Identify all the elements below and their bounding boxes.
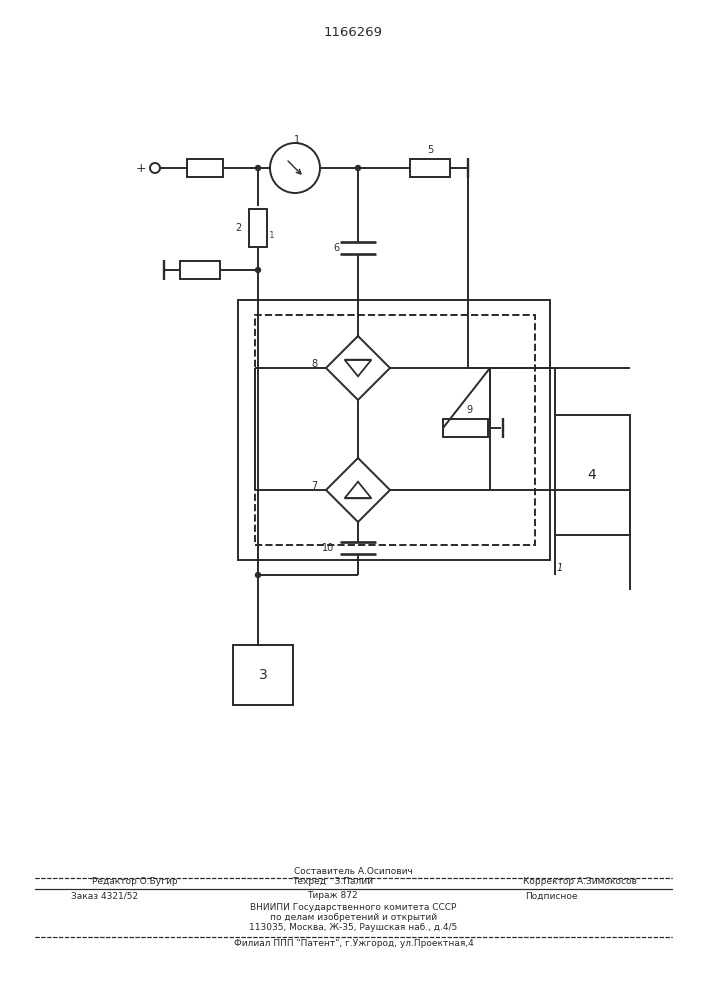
Text: 1: 1: [294, 135, 300, 145]
Bar: [249, 209, 267, 247]
Circle shape: [255, 572, 260, 578]
Text: Тираж 872: Тираж 872: [307, 892, 358, 900]
Bar: [233, 645, 293, 705]
Bar: [410, 159, 450, 177]
Text: Техред   З.Палий: Техред З.Палий: [292, 878, 373, 886]
Text: по делам изобретений и открытий: по делам изобретений и открытий: [270, 912, 437, 922]
Text: Заказ 4321/52: Заказ 4321/52: [71, 892, 138, 900]
Text: 113035, Москва, Ж-35, Раушская наб., д.4/5: 113035, Москва, Ж-35, Раушская наб., д.4…: [250, 922, 457, 932]
Text: 8: 8: [311, 359, 317, 369]
Text: Филиал ППП "Патент", г.Ужгород, ул.Проектная,4: Филиал ППП "Патент", г.Ужгород, ул.Проек…: [233, 938, 474, 948]
Text: Редактор О.Бугир: Редактор О.Бугир: [92, 878, 177, 886]
Text: 7: 7: [311, 481, 317, 491]
Text: +: +: [136, 161, 146, 174]
Text: 6: 6: [333, 243, 339, 253]
Bar: [187, 159, 223, 177]
Circle shape: [255, 165, 260, 170]
Text: 1: 1: [269, 232, 275, 240]
Text: Составитель А.Осипович: Составитель А.Осипович: [294, 867, 413, 876]
Text: 1: 1: [557, 563, 563, 573]
Text: 4: 4: [588, 468, 597, 482]
Bar: [443, 419, 488, 437]
Bar: [255, 315, 535, 545]
Text: ВНИИПИ Государственного комитета СССР: ВНИИПИ Государственного комитета СССР: [250, 902, 457, 912]
Text: 10: 10: [322, 543, 334, 553]
Circle shape: [356, 165, 361, 170]
Text: 9: 9: [466, 405, 472, 415]
Text: Подписное: Подписное: [525, 892, 578, 900]
Bar: [238, 300, 550, 560]
Text: 5: 5: [427, 145, 433, 155]
Circle shape: [255, 267, 260, 272]
Text: Корректор А.Зимокосов: Корректор А.Зимокосов: [522, 878, 637, 886]
Text: 1166269: 1166269: [324, 25, 383, 38]
Text: 3: 3: [259, 668, 267, 682]
Text: 2: 2: [235, 223, 241, 233]
Bar: [180, 261, 220, 279]
Bar: [555, 415, 630, 535]
